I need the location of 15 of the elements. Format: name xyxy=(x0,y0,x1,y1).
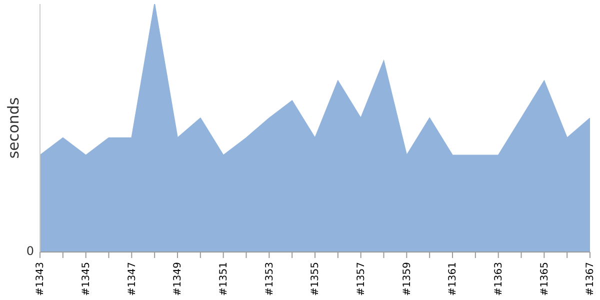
x-tick-label: #1355 xyxy=(310,262,322,296)
x-tick-label: #1351 xyxy=(218,262,230,296)
x-tick-label: #1363 xyxy=(493,262,504,296)
x-tick-label: #1359 xyxy=(402,262,413,296)
x-tick-label: #1367 xyxy=(585,262,596,296)
x-tick-label: #1353 xyxy=(264,262,276,296)
x-tick-label: #1343 xyxy=(35,262,46,296)
x-tick-label: #1357 xyxy=(356,262,367,296)
x-tick-label: #1365 xyxy=(539,262,550,296)
text: 0 xyxy=(26,244,34,258)
x-tick-label: #1347 xyxy=(126,262,138,296)
x-tick-label: #1361 xyxy=(448,262,459,296)
x-tick-label: #1345 xyxy=(80,262,92,296)
x-tick-label: #1349 xyxy=(172,262,184,296)
y-axis-title: seconds xyxy=(4,97,22,159)
